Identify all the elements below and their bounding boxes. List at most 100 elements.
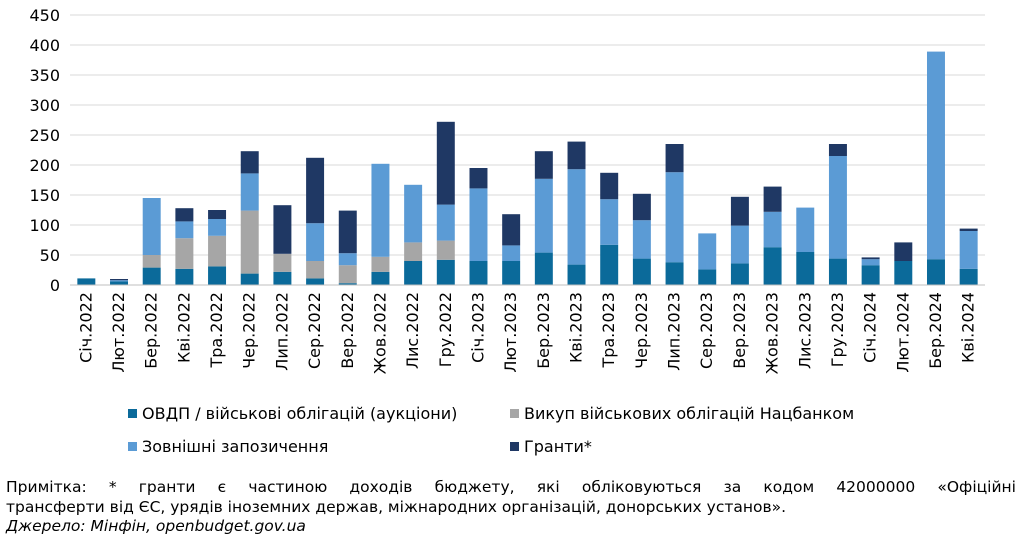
bar-segment (926, 259, 945, 285)
legend-swatch-ovdp (128, 409, 137, 418)
x-tick-label: Тра.2023 (599, 292, 618, 369)
bar-segment (796, 252, 815, 285)
legend: ОВДП / військові облігацій (аукціони) Ви… (128, 404, 928, 460)
bar-segment (567, 264, 586, 285)
x-tick-label: Січ.2022 (76, 292, 95, 363)
bar-segment (796, 207, 815, 252)
y-tick-label: 100 (29, 216, 60, 235)
bar-segment (469, 188, 488, 261)
x-tick-label: Лют.2024 (893, 292, 912, 373)
bar-segment (175, 208, 194, 222)
note-line-2: трансферти від ЄС, урядів іноземних держ… (6, 497, 787, 516)
bar-segment (763, 247, 782, 285)
bar-segment (632, 193, 651, 221)
x-tick-label: Лют.2023 (501, 292, 520, 373)
bar-segment (828, 258, 847, 285)
bar-segment (632, 220, 651, 259)
bar-segment (306, 157, 325, 224)
x-tick-label: Лип.2022 (272, 292, 291, 371)
y-tick-label: 50 (40, 246, 60, 265)
bar-segment (763, 186, 782, 212)
x-axis: Січ.2022 Лют.2022 Бер.2022 Кві.2022 Тра.2022… (70, 284, 985, 374)
bar-segment (959, 268, 978, 285)
y-tick-label: 0 (50, 276, 60, 295)
bar-segment (534, 252, 553, 285)
y-tick-label: 350 (29, 66, 60, 85)
legend-label-external: Зовнішні запозичення (142, 437, 329, 456)
bar-segment (469, 261, 488, 285)
bar-segment (208, 266, 227, 285)
legend-swatch-grants (510, 442, 519, 451)
legend-item-external: Зовнішні запозичення (128, 437, 328, 456)
x-tick-label: Чер.2022 (240, 292, 259, 369)
bar-segment (142, 267, 161, 285)
bar-segment (371, 271, 390, 285)
x-tick-label: Лис.2023 (795, 292, 814, 369)
legend-label-ovdp: ОВДП / військові облігацій (аукціони) (142, 404, 458, 423)
bar-segment (665, 144, 684, 173)
bar-segment (338, 210, 357, 254)
y-tick-label: 150 (29, 186, 60, 205)
bar-segment (926, 51, 945, 260)
x-tick-label: Січ.2023 (468, 292, 487, 363)
bar-segment (567, 141, 586, 170)
legend-label-nbu: Викуп військових облігацій Нацбанком (524, 404, 855, 423)
bar-segment (175, 221, 194, 239)
bar-segment (110, 280, 129, 282)
bar-segment (110, 279, 129, 281)
x-tick-label: Січ.2024 (861, 292, 880, 363)
bar-segment (861, 257, 880, 260)
bar-segment (404, 261, 423, 285)
legend-label-grants: Гранти* (524, 437, 592, 456)
x-tick-label: Сер.2023 (697, 292, 716, 369)
x-tick-label: Бер.2022 (142, 292, 161, 369)
bar-segment (665, 172, 684, 263)
y-tick-label: 450 (29, 6, 60, 25)
bar-segment (861, 265, 880, 285)
bar-segment (371, 256, 390, 272)
bar-segment (404, 184, 423, 243)
bar-segment (338, 265, 357, 284)
bar-segment (698, 233, 717, 270)
bar-segment (600, 244, 619, 285)
bar-segment (502, 245, 521, 261)
bar-segment (502, 214, 521, 246)
bar-segment (273, 271, 292, 285)
x-tick-label: Лют.2022 (109, 292, 128, 373)
bar-segment (534, 151, 553, 179)
bar-segment (534, 178, 553, 253)
x-tick-label: Гру.2022 (436, 292, 455, 367)
x-tick-label: Лис.2022 (403, 292, 422, 369)
bar-segment (240, 210, 259, 274)
bar-segment (436, 259, 455, 285)
x-tick-label: Тра.2022 (207, 292, 226, 369)
bar-segment (338, 253, 357, 266)
bar-segment (600, 199, 619, 245)
x-tick-label: Жов.2023 (763, 292, 782, 374)
bar-segment (894, 242, 913, 261)
bar-segment (240, 173, 259, 211)
y-tick-label: 300 (29, 96, 60, 115)
bar-segment (436, 204, 455, 241)
x-tick-label: Гру.2023 (828, 292, 847, 367)
legend-swatch-external (128, 442, 137, 451)
bar-segment (730, 196, 749, 226)
bar-segment (404, 242, 423, 261)
bar-segment (861, 259, 880, 266)
legend-item-grants: Гранти* (510, 437, 592, 456)
x-tick-label: Жов.2022 (370, 292, 389, 374)
x-tick-label: Кві.2023 (567, 292, 586, 363)
bar-segment (77, 278, 96, 285)
legend-item-nbu: Викуп військових облігацій Нацбанком (510, 404, 854, 423)
bar-segment (894, 261, 913, 285)
bar-segment (502, 261, 521, 285)
y-tick-label: 400 (29, 36, 60, 55)
bar-segment (436, 240, 455, 260)
bar-segment (959, 231, 978, 269)
bar-segment (763, 211, 782, 248)
y-tick-label: 200 (29, 156, 60, 175)
bar-segment (306, 278, 325, 285)
bar-segment (959, 228, 978, 231)
x-tick-label: Лип.2023 (665, 292, 684, 371)
x-tick-label: Бер.2023 (534, 292, 553, 369)
